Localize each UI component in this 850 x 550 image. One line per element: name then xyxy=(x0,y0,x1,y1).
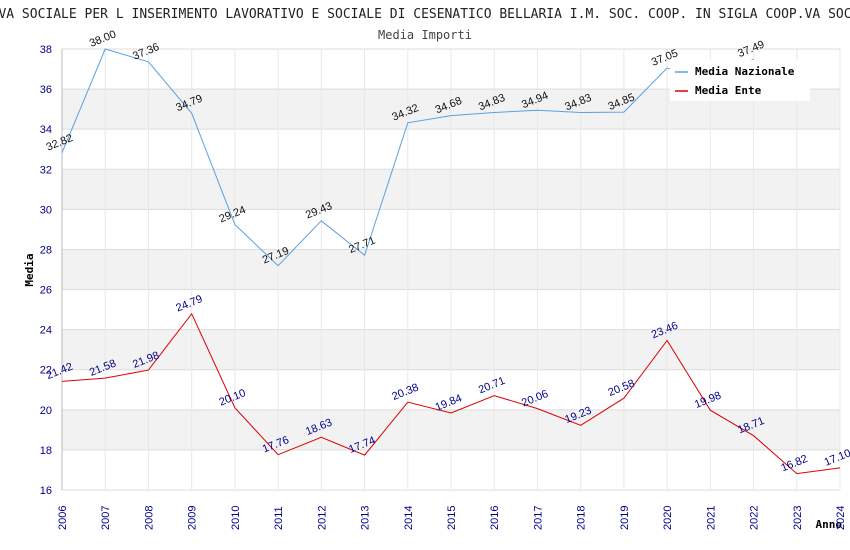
series-line-media-ente xyxy=(61,312,841,475)
x-tick-label: 2020 xyxy=(662,506,674,530)
x-tick-label: 2009 xyxy=(187,506,199,530)
legend-label-media-ente: Media Ente xyxy=(695,84,762,97)
x-tick-label: 2017 xyxy=(532,506,544,530)
x-tick-label: 2021 xyxy=(705,506,717,530)
x-tick-label: 2007 xyxy=(100,506,112,530)
y-tick-label: 32 xyxy=(40,164,52,176)
x-tick-label: 2011 xyxy=(273,506,285,530)
series-line-media-nazionale xyxy=(61,48,754,267)
x-tick-label: 2018 xyxy=(576,506,588,530)
x-tick-label: 2022 xyxy=(749,506,761,530)
y-tick-label: 28 xyxy=(40,244,52,256)
x-tick-label: 2013 xyxy=(360,506,372,530)
y-tick-label: 24 xyxy=(40,325,52,337)
x-tick-label: 2019 xyxy=(619,506,631,530)
x-tick-label: 2010 xyxy=(230,506,242,530)
y-tick-label: 16 xyxy=(40,485,52,497)
x-tick-label: 2016 xyxy=(489,506,501,530)
x-tick-label: 2006 xyxy=(57,506,69,530)
legend: Media Nazionale Media Ente xyxy=(670,60,810,101)
chart-title: COOPERATIVA SOCIALE PER L INSERIMENTO LA… xyxy=(0,7,850,22)
x-tick-label: 2015 xyxy=(446,506,458,530)
data-label-media-nazionale: 38.00 xyxy=(88,28,118,49)
y-tick-label: 20 xyxy=(40,405,52,417)
x-tick-label: 2012 xyxy=(316,506,328,530)
series-layer xyxy=(61,48,841,475)
x-tick-label: 2008 xyxy=(143,506,155,530)
x-tick-label: 2023 xyxy=(792,506,804,530)
y-tick-label: 22 xyxy=(40,365,52,377)
grid-lines xyxy=(61,48,841,491)
y-tick-label: 34 xyxy=(40,124,52,136)
chart-subtitle: Media Importi xyxy=(378,28,472,42)
y-axis-label: Media xyxy=(23,253,36,286)
y-tick-label: 30 xyxy=(40,204,52,216)
x-tick-label: 2024 xyxy=(835,506,847,530)
y-tick-label: 26 xyxy=(40,285,52,297)
legend-background xyxy=(670,60,810,101)
legend-label-media-nazionale: Media Nazionale xyxy=(695,65,795,78)
x-axis-ticks: 2006 2007 2008 2009 2010 2011 2012 2013 2014 2015… xyxy=(57,506,847,530)
x-tick-label: 2014 xyxy=(403,506,415,530)
y-tick-label: 36 xyxy=(40,84,52,96)
y-tick-label: 18 xyxy=(40,445,52,457)
y-tick-label: 38 xyxy=(40,44,52,56)
y-axis-ticks: 16 18 20 22 24 26 28 30 32 34 36 38 xyxy=(40,44,52,497)
x-axis-label: Anno xyxy=(816,518,843,531)
